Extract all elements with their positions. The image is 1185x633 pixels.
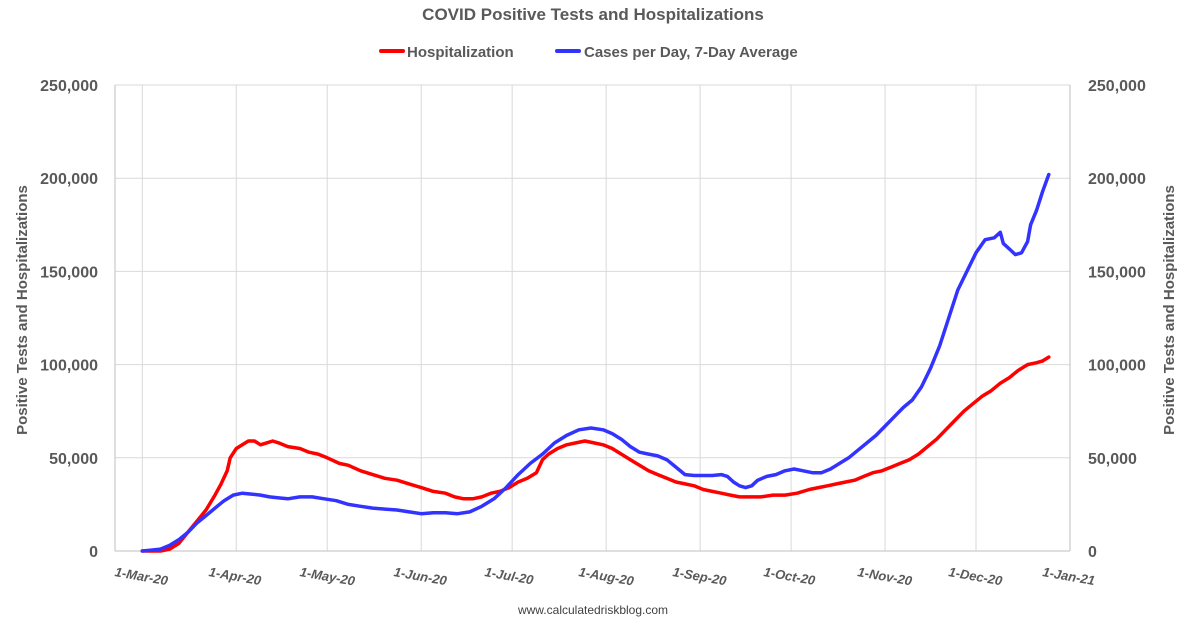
source-credit: www.calculatedriskblog.com [517,603,668,617]
legend-label-hospitalization: Hospitalization [407,44,514,61]
legend-label-cases: Cases per Day, 7-Day Average [584,44,798,61]
x-tick-label: 1-Jan-21 [1041,564,1096,588]
y-axis-right: 0 50,000 100,000 150,000 200,000 250,000 [1088,78,1146,561]
x-tick-label: 1-Apr-20 [208,564,263,588]
y-tick-label-left: 200,000 [40,171,98,188]
y-tick-label-right: 100,000 [1088,358,1146,375]
y-tick-label-right: 150,000 [1088,264,1146,281]
x-tick-label: 1-Nov-20 [857,564,914,588]
x-axis: 1-Mar-20 1-Apr-20 1-May-20 1-Jun-20 1-Jul-20… [114,564,1096,589]
y-axis-label-left: Positive Tests and Hospitalizations [14,185,31,435]
x-tick-label: 1-Mar-20 [114,564,170,588]
axes [114,85,1071,552]
x-tick-label: 1-Jul-20 [484,564,536,587]
legend: Hospitalization Cases per Day, 7-Day Ave… [379,44,798,61]
series-line-cases [140,172,1051,553]
x-tick-label: 1-May-20 [299,564,357,589]
y-tick-label-left: 50,000 [49,451,98,468]
y-axis-left: 0 50,000 100,000 150,000 200,000 250,000 [40,78,98,561]
y-tick-label-left: 250,000 [40,78,98,95]
x-tick-label: 1-Aug-20 [578,564,636,589]
series-line-hospitalization [140,355,1051,553]
y-axis-label-right: Positive Tests and Hospitalizations [1161,185,1178,435]
y-tick-label-left: 100,000 [40,358,98,375]
y-tick-label-left: 150,000 [40,264,98,281]
y-tick-label-left: 0 [89,544,98,561]
y-tick-label-right: 0 [1088,544,1097,561]
x-tick-label: 1-Dec-20 [947,564,1004,588]
gridlines [115,84,1071,551]
y-tick-label-right: 200,000 [1088,171,1146,188]
x-tick-label: 1-Jun-20 [393,564,449,588]
x-tick-label: 1-Sep-20 [672,564,729,588]
y-tick-label-right: 250,000 [1088,78,1146,95]
chart-title: COVID Positive Tests and Hospitalization… [422,5,764,24]
x-tick-label: 1-Oct-20 [763,564,818,588]
y-tick-label-right: 50,000 [1088,451,1137,468]
series-lines [140,172,1051,553]
